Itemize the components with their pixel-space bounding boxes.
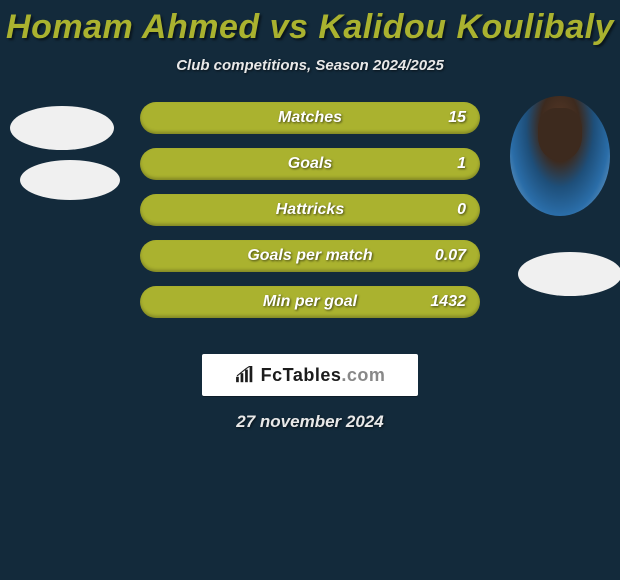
branding-badge: FcTables.com (202, 354, 418, 396)
stat-row-matches: Matches 15 (140, 102, 480, 134)
bar-chart-icon (235, 366, 257, 384)
stat-label: Matches (140, 109, 480, 127)
snapshot-date: 27 november 2024 (0, 412, 620, 432)
avatar-placeholder-left-1 (10, 106, 114, 150)
stat-row-hattricks: Hattricks 0 (140, 194, 480, 226)
comparison-area: Matches 15 Goals 1 Hattricks 0 Goals per… (0, 102, 620, 332)
avatar-right (510, 96, 610, 216)
stat-label: Goals per match (140, 247, 480, 265)
stat-value-right: 0.07 (435, 247, 466, 265)
stat-bars: Matches 15 Goals 1 Hattricks 0 Goals per… (140, 102, 480, 332)
branding-text: FcTables.com (261, 365, 386, 386)
page-title: Homam Ahmed vs Kalidou Koulibaly (0, 0, 620, 47)
branding-suffix: .com (341, 365, 385, 385)
stat-value-right: 1 (457, 155, 466, 173)
branding-main: Tables (283, 365, 342, 385)
stat-label: Goals (140, 155, 480, 173)
stat-label: Hattricks (140, 201, 480, 219)
branding-prefix: Fc (261, 365, 283, 385)
subtitle: Club competitions, Season 2024/2025 (0, 57, 620, 74)
stat-row-goals: Goals 1 (140, 148, 480, 180)
stat-row-min-per-goal: Min per goal 1432 (140, 286, 480, 318)
avatar-placeholder-left-2 (20, 160, 120, 200)
stat-label: Min per goal (140, 293, 480, 311)
avatar-placeholder-right (518, 252, 620, 296)
stat-row-goals-per-match: Goals per match 0.07 (140, 240, 480, 272)
stat-value-right: 15 (448, 109, 466, 127)
stat-value-right: 0 (457, 201, 466, 219)
player-photo-right (510, 96, 610, 216)
stat-value-right: 1432 (430, 293, 466, 311)
